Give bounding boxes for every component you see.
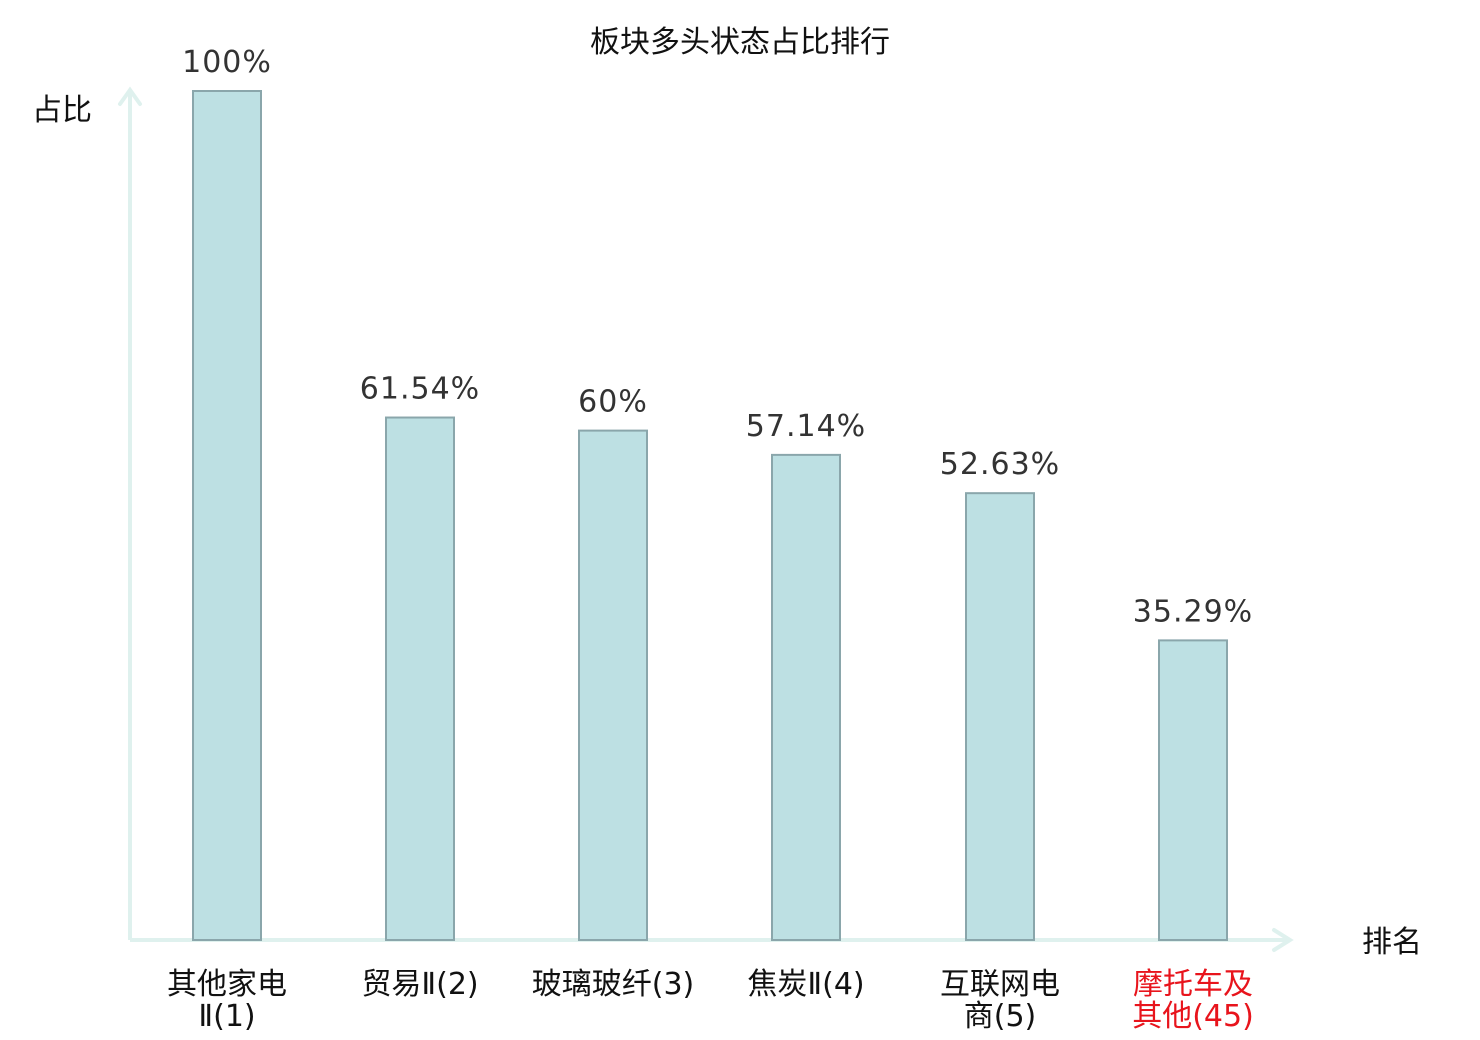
x-axis-arrow-icon [1272,928,1294,952]
data-label-6: 35.29% [1133,594,1253,629]
x-tick-label-4: 焦炭Ⅱ(4) [747,967,864,1002]
chart-title: 板块多头状态占比排行 [590,25,890,60]
x-tick-label-5-line-1: 互联网电 [940,967,1060,1002]
bar-2[interactable] [385,416,455,941]
x-tick-label-6-line-2: 其他(45) [1132,999,1254,1034]
data-label-5: 52.63% [940,447,1060,482]
y-axis-label: 占比 [32,93,92,128]
x-axis-label: 排名 [1362,925,1422,960]
bar-5[interactable] [965,492,1035,941]
x-tick-label-5-line-2: 商(5) [964,999,1037,1034]
y-axis-arrow-icon [118,86,142,106]
bar-4[interactable] [771,453,841,941]
x-tick-label-1-line-2: Ⅱ(1) [198,999,255,1034]
bar-3[interactable] [578,429,648,941]
x-tick-label-1-line-1: 其他家电 [167,967,287,1002]
data-label-4: 57.14% [746,409,866,444]
bar-6[interactable] [1158,639,1228,941]
x-tick-label-3: 玻璃玻纤(3) [532,967,695,1002]
x-tick-label-6-line-1: 摩托车及 [1133,967,1253,1002]
bar-1[interactable] [192,90,262,941]
data-label-2: 61.54% [360,372,480,407]
data-label-3: 60% [578,385,648,420]
x-tick-label-2: 贸易Ⅱ(2) [361,967,478,1002]
data-label-1: 100% [182,45,272,80]
